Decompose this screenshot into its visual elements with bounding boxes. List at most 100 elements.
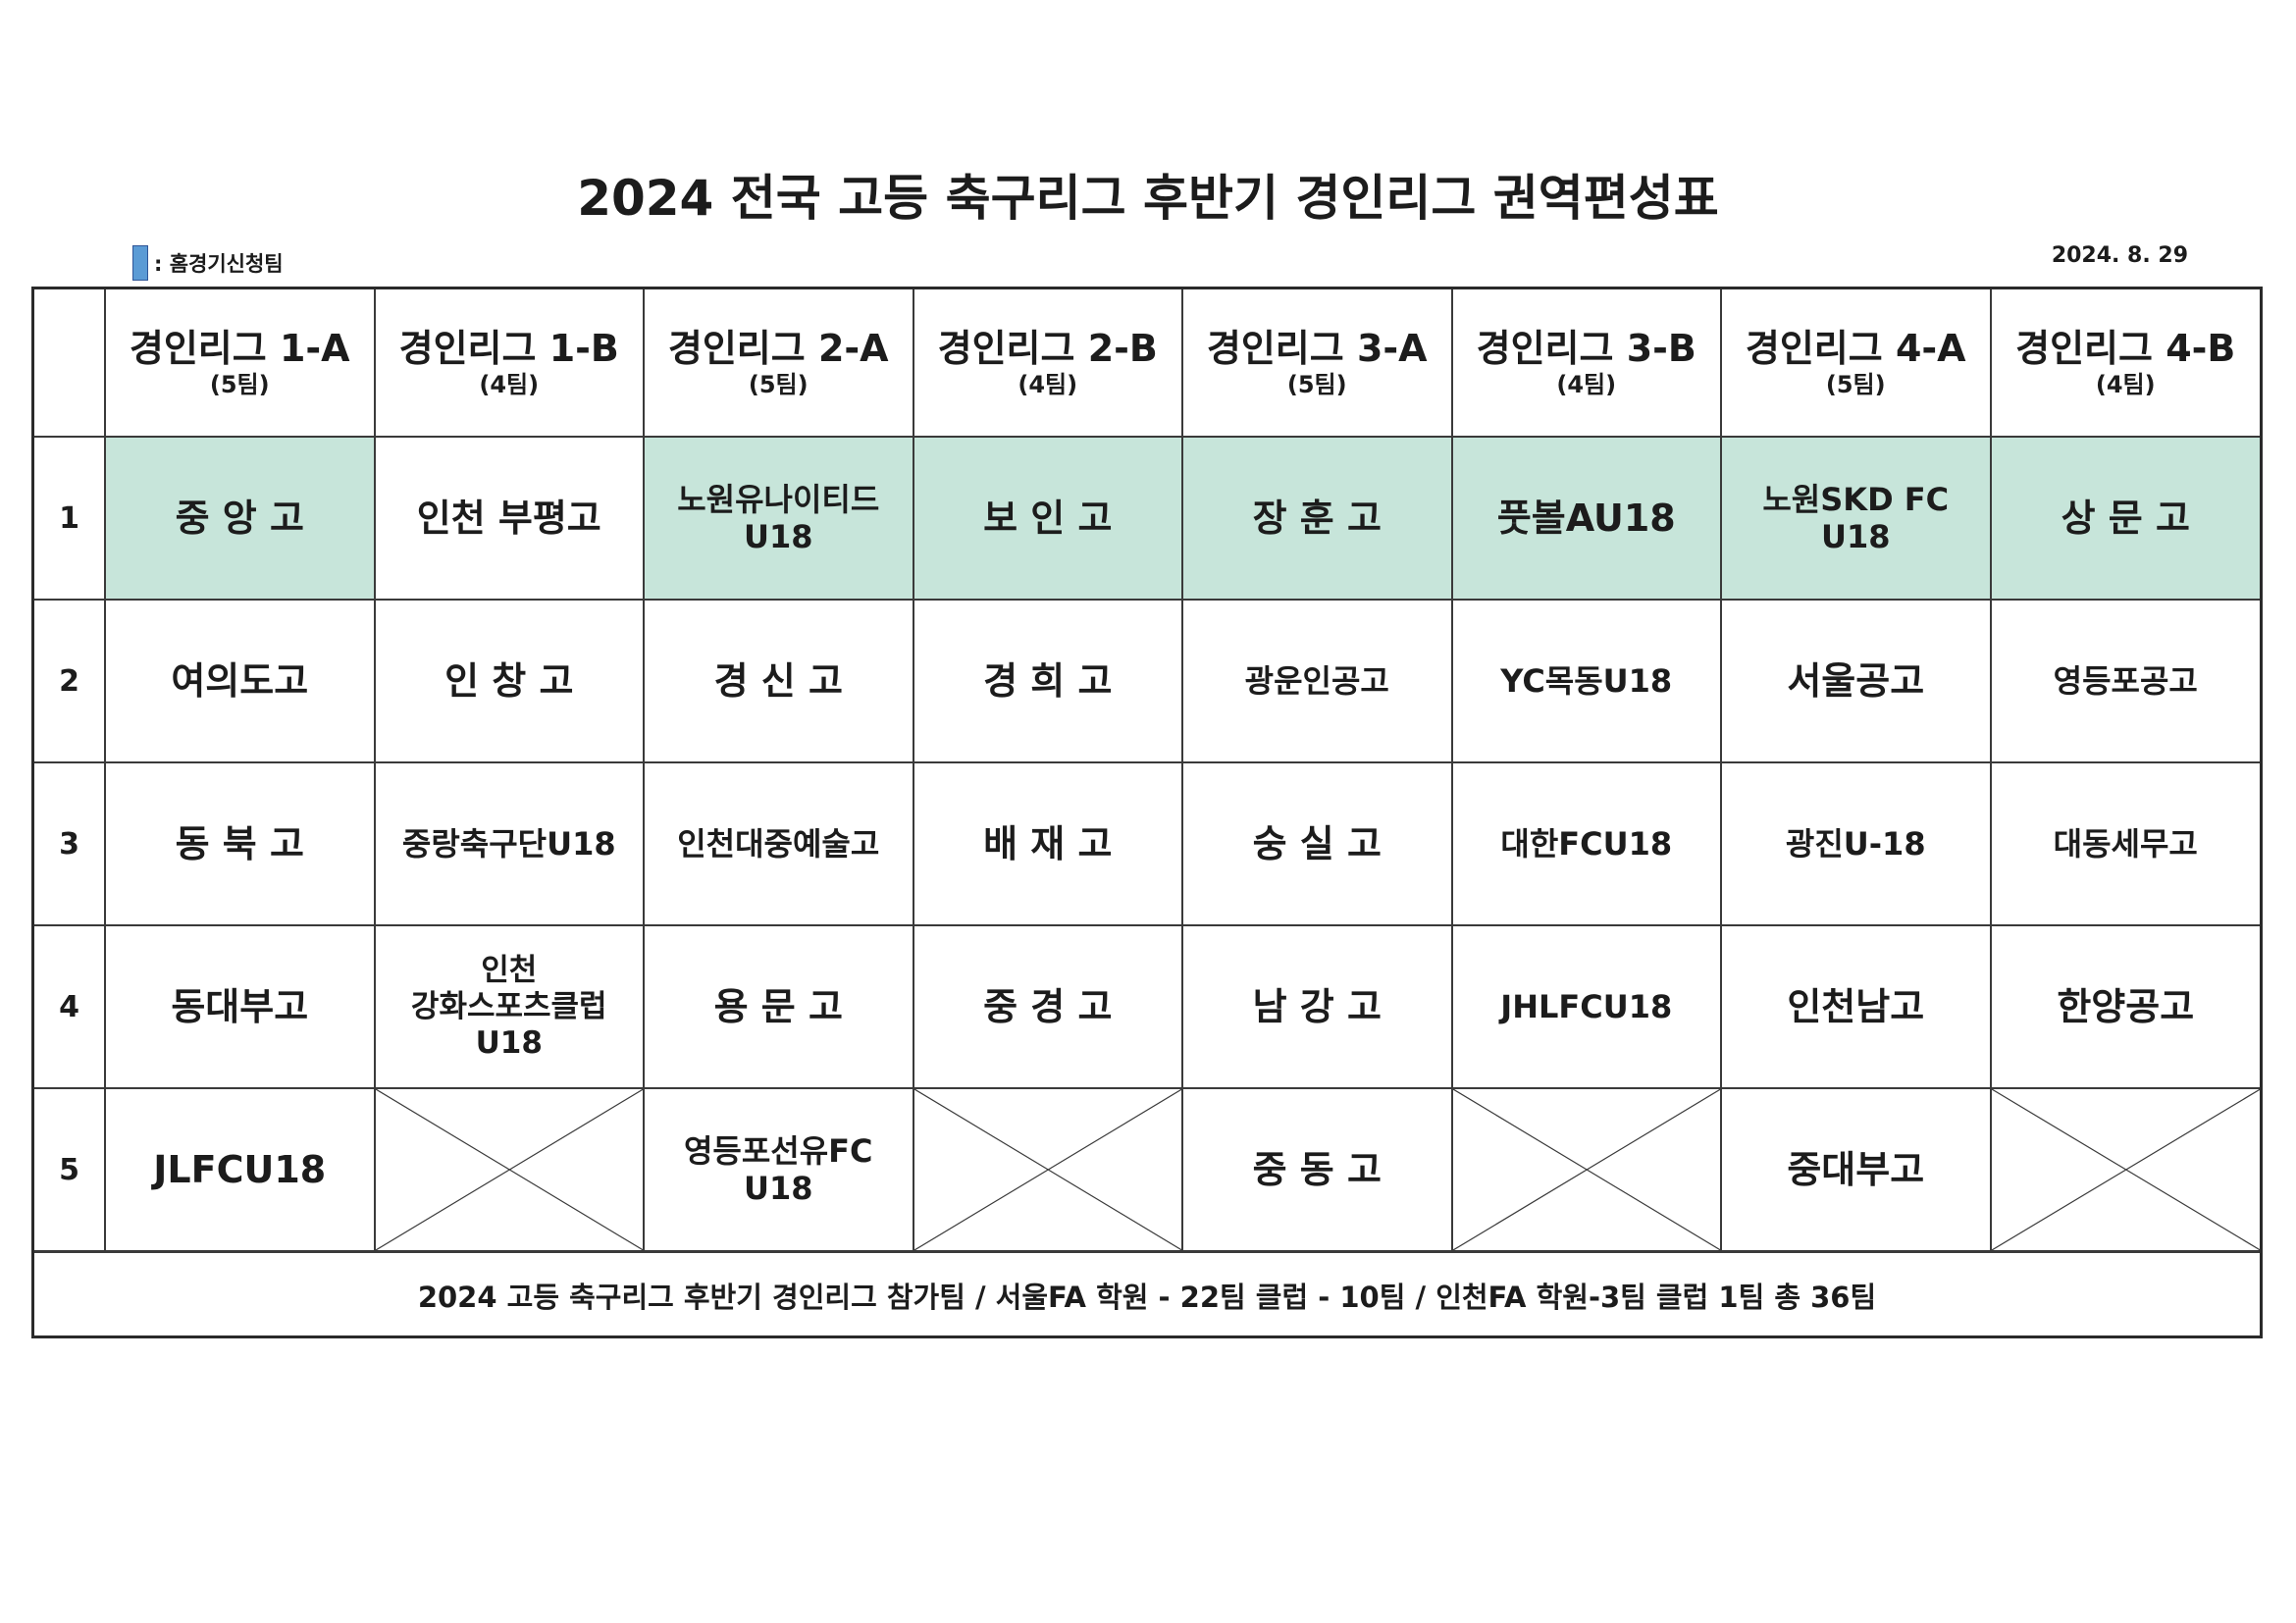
table-row: 5 JLFCU18 영등포선유FC U18 중 동 고 중대부고 (34, 1087, 2261, 1252)
team-name: 풋볼AU18 (1496, 497, 1676, 540)
group-header: 경인리그 1-A (5팀) (104, 289, 376, 438)
team-name: 중대부고 (1787, 1148, 1925, 1191)
team-name: 인천대중예술고 (677, 825, 880, 863)
group-header: 경인리그 3-B (4팀) (1450, 289, 1722, 438)
team-cell: 장 훈 고 (1181, 436, 1453, 601)
group-name: 경인리그 4-A (1745, 326, 1966, 370)
group-header: 경인리그 4-A (5팀) (1720, 289, 1992, 438)
team-cell: 인천대중예술고 (643, 761, 914, 926)
team-cell: 남 강 고 (1181, 924, 1453, 1089)
team-name: 인천남고 (1787, 985, 1925, 1028)
group-header: 경인리그 3-A (5팀) (1181, 289, 1453, 438)
team-name: 인 창 고 (444, 659, 574, 703)
team-name: 노원SKD FC U18 (1762, 481, 1950, 555)
empty-slot-cell (912, 1087, 1183, 1252)
empty-slot-cross (376, 1089, 644, 1250)
team-cell: 노원유나이티드 U18 (643, 436, 914, 601)
legend-swatch (132, 245, 148, 281)
row-number: 2 (34, 599, 106, 763)
table-row: 1 중 앙 고 인천 부평고 노원유나이티드 U18 보 인 고 장 훈 고 풋… (34, 436, 2260, 601)
team-cell: 보 인 고 (912, 436, 1183, 601)
group-header: 경인리그 4-B (4팀) (1989, 289, 2260, 438)
empty-slot-cross (914, 1089, 1182, 1250)
team-name: 중랑축구단U18 (401, 825, 616, 863)
team-cell: 대동세무고 (1989, 761, 2260, 926)
team-name: 중 앙 고 (175, 497, 304, 540)
team-name: 인천 부평고 (416, 497, 601, 540)
empty-slot-cell (1450, 1087, 1722, 1252)
team-name: 숭 실 고 (1252, 822, 1382, 865)
group-name: 경인리그 3-B (1476, 326, 1696, 370)
empty-slot-cross (1992, 1089, 2261, 1250)
team-cell: 노원SKD FC U18 (1720, 436, 1992, 601)
team-cell: 동 북 고 (104, 761, 376, 926)
team-cell: 여의도고 (104, 599, 376, 763)
team-name: 경 신 고 (713, 659, 843, 703)
team-cell: 중 경 고 (912, 924, 1183, 1089)
group-name: 경인리그 1-A (129, 326, 350, 370)
team-name: 중 경 고 (983, 985, 1113, 1028)
team-cell: 풋볼AU18 (1450, 436, 1722, 601)
group-header: 경인리그 2-A (5팀) (643, 289, 914, 438)
footer-summary: 2024 고등 축구리그 후반기 경인리그 참가팀 / 서울FA 학원 - 22… (34, 1251, 2260, 1337)
group-count: (5팀) (748, 370, 809, 398)
group-name: 경인리그 2-A (667, 326, 889, 370)
team-name: JLFCU18 (153, 1148, 327, 1191)
team-cell: 한양공고 (1989, 924, 2260, 1089)
row-number: 5 (34, 1087, 106, 1252)
empty-slot-cross (1453, 1089, 1721, 1250)
team-cell: JLFCU18 (104, 1087, 376, 1252)
team-name: 용 문 고 (713, 985, 843, 1028)
team-name: 광진U-18 (1785, 825, 1926, 863)
team-cell: JHLFCU18 (1450, 924, 1722, 1089)
team-cell: 배 재 고 (912, 761, 1183, 926)
row-number: 3 (34, 761, 106, 926)
group-count: (5팀) (1286, 370, 1347, 398)
table-row: 2 여의도고 인 창 고 경 신 고 경 희 고 광운인공고 YC목동U18 서… (34, 599, 2260, 763)
group-count: (4팀) (2095, 370, 2156, 398)
empty-slot-cell (373, 1087, 645, 1252)
team-cell: 광운인공고 (1181, 599, 1453, 763)
group-name: 경인리그 3-A (1206, 326, 1428, 370)
team-cell: 상 문 고 (1989, 436, 2260, 601)
legend-label: : 홈경기신청팀 (154, 252, 284, 276)
team-name: 장 훈 고 (1252, 497, 1382, 540)
team-name: 영등포선유FC U18 (683, 1132, 873, 1207)
team-cell: 중 앙 고 (104, 436, 376, 601)
team-cell: 영등포선유FC U18 (643, 1087, 914, 1252)
legend: : 홈경기신청팀 (132, 245, 284, 281)
team-name: 여의도고 (171, 659, 309, 703)
team-cell: 인 창 고 (373, 599, 645, 763)
group-count: (4팀) (1556, 370, 1617, 398)
team-name: 상 문 고 (2061, 497, 2190, 540)
team-name: 보 인 고 (983, 497, 1113, 540)
team-name: 인천 강화스포츠클럽 U18 (410, 952, 607, 1061)
team-name: 영등포공고 (2053, 662, 2198, 700)
team-name: YC목동U18 (1500, 662, 1673, 700)
row-number: 1 (34, 436, 106, 601)
league-table: 경인리그 1-A (5팀) 경인리그 1-B (4팀) 경인리그 2-A (5팀) 경… (34, 289, 2260, 1252)
table-row: 3 동 북 고 중랑축구단U18 인천대중예술고 배 재 고 숭 실 고 대한F… (34, 761, 2260, 926)
team-name: 중 동 고 (1252, 1148, 1382, 1191)
team-name: 대한FCU18 (1500, 825, 1673, 863)
team-cell: 광진U-18 (1720, 761, 1992, 926)
group-count: (5팀) (1825, 370, 1886, 398)
team-name: 대동세무고 (2053, 825, 2198, 863)
group-count: (4팀) (479, 370, 540, 398)
team-cell: 인천남고 (1720, 924, 1992, 1089)
team-cell: 경 희 고 (912, 599, 1183, 763)
group-count: (4팀) (1018, 370, 1078, 398)
team-name: JHLFCU18 (1500, 988, 1673, 1025)
league-sheet: 경인리그 1-A (5팀) 경인리그 1-B (4팀) 경인리그 2-A (5팀) 경… (31, 287, 2263, 1338)
team-name: 동대부고 (171, 985, 309, 1028)
team-name: 남 강 고 (1252, 985, 1382, 1028)
team-name: 배 재 고 (983, 822, 1113, 865)
group-name: 경인리그 4-B (2015, 326, 2236, 370)
team-name: 노원유나이티드 U18 (677, 481, 880, 555)
group-count: (5팀) (209, 370, 270, 398)
team-cell: 중 동 고 (1181, 1087, 1453, 1252)
table-row: 4 동대부고 인천 강화스포츠클럽 U18 용 문 고 중 경 고 남 강 고 … (34, 924, 2260, 1089)
team-cell: 숭 실 고 (1181, 761, 1453, 926)
group-name: 경인리그 2-B (937, 326, 1158, 370)
team-cell: 서울공고 (1720, 599, 1992, 763)
